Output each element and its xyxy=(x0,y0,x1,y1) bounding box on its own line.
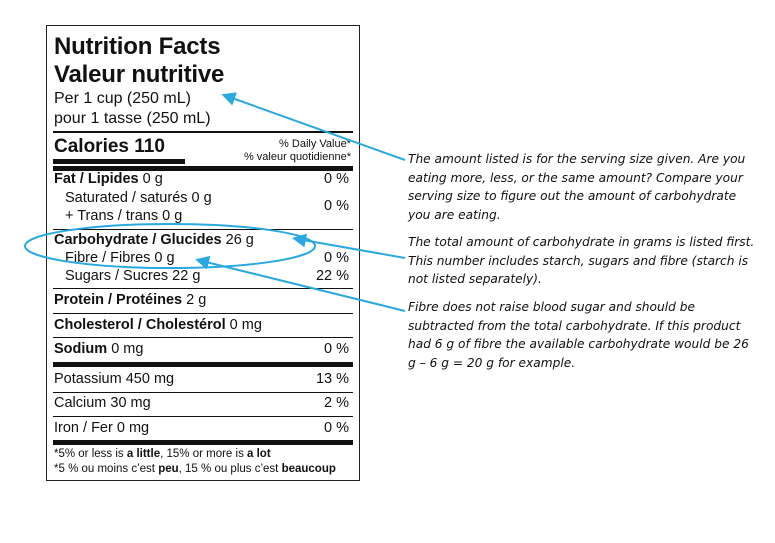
fat-dv: 0 % xyxy=(324,171,349,187)
carbohydrate-amount: 26 g xyxy=(225,232,254,248)
fat-row: Fat / Lipides 0 g xyxy=(54,171,163,187)
carbohydrate-highlight-ellipse xyxy=(24,223,316,269)
calories: Calories 110 xyxy=(54,136,165,157)
protein-row: Protein / Protéines 2 g xyxy=(54,292,206,308)
title-en: Nutrition Facts xyxy=(54,33,221,60)
rule-thick xyxy=(53,362,353,367)
carbohydrate-row: Carbohydrate / Glucides 26 g xyxy=(54,232,254,248)
serving-size-fr: pour 1 tasse (250 mL) xyxy=(54,110,211,127)
footnote-emphasis: a lot xyxy=(247,448,271,460)
protein-amount: 2 g xyxy=(186,292,207,308)
footnote-emphasis: a little xyxy=(126,448,161,460)
footnote-emphasis: beaucoup xyxy=(281,463,336,475)
carbohydrate-label: Carbohydrate / Glucides xyxy=(54,232,222,248)
rule xyxy=(53,131,353,133)
calcium-dv: 2 % xyxy=(324,395,349,411)
calories-underline xyxy=(53,159,185,164)
footnote-en: *5% or less is a little, 15% or more is … xyxy=(54,447,271,462)
sodium-amount: 0 mg xyxy=(111,341,144,357)
sodium-dv: 0 % xyxy=(324,341,349,357)
fibre-row: Fibre / Fibres 0 g xyxy=(65,250,175,266)
sodium-label: Sodium xyxy=(54,341,108,357)
serving-pointer-line xyxy=(221,92,406,161)
protein-label: Protein / Protéines xyxy=(54,292,183,308)
rule xyxy=(53,416,353,417)
footnote-text: *5% or less is xyxy=(54,448,127,460)
rule xyxy=(53,313,353,314)
trans-row: + Trans / trans 0 g xyxy=(65,208,183,224)
potassium-row: Potassium 450 mg xyxy=(54,371,175,387)
footnote-fr: *5 % ou moins c’est peu, 15 % ou plus c’… xyxy=(54,462,336,477)
rule xyxy=(53,229,353,230)
potassium-dv: 13 % xyxy=(315,371,349,387)
fat-label: Fat / Lipides xyxy=(54,171,139,187)
rule xyxy=(53,288,353,289)
serving-size-en: Per 1 cup (250 mL) xyxy=(54,90,191,107)
rule xyxy=(53,392,353,393)
iron-dv: 0 % xyxy=(324,420,349,436)
fibre-note: Fibre does not raise blood sugar and sho… xyxy=(408,300,749,370)
fibre-pointer-line xyxy=(195,255,406,312)
calcium-row: Calcium 30 mg xyxy=(54,395,151,411)
serving-size-note: The amount listed is for the serving siz… xyxy=(408,152,746,222)
footnote-text: , 15 % ou plus c’est xyxy=(178,463,282,475)
saturated-trans-dv: 0 % xyxy=(324,198,349,214)
footnote-emphasis: peu xyxy=(158,463,179,475)
fibre-dv: 0 % xyxy=(324,250,349,266)
carbohydrate-pointer-line xyxy=(291,233,406,259)
sodium-row: Sodium 0 mg xyxy=(54,341,143,357)
saturated-row: Saturated / saturés 0 g xyxy=(65,190,212,206)
fat-amount: 0 g xyxy=(142,171,163,187)
sugars-dv: 22 % xyxy=(315,268,349,284)
cholesterol-label: Cholesterol / Cholestérol xyxy=(54,317,226,333)
footnote-text: *5 % ou moins c’est xyxy=(54,463,159,475)
cholesterol-row: Cholesterol / Cholestérol 0 mg xyxy=(54,317,262,333)
carbohydrate-note: The total amount of carbohydrate in gram… xyxy=(408,235,755,286)
dv-header-fr: % valeur quotidienne* xyxy=(243,151,351,163)
cholesterol-amount: 0 mg xyxy=(229,317,262,333)
iron-row: Iron / Fer 0 mg xyxy=(54,420,150,436)
dv-header-en: % Daily Value* xyxy=(279,138,351,150)
rule-thick xyxy=(53,166,353,171)
footnote-text: , 15% or more is xyxy=(160,448,248,460)
title-fr: Valeur nutritive xyxy=(54,61,225,88)
sugars-row: Sugars / Sucres 22 g xyxy=(65,268,201,284)
rule xyxy=(53,337,353,338)
rule-thick xyxy=(53,440,353,445)
